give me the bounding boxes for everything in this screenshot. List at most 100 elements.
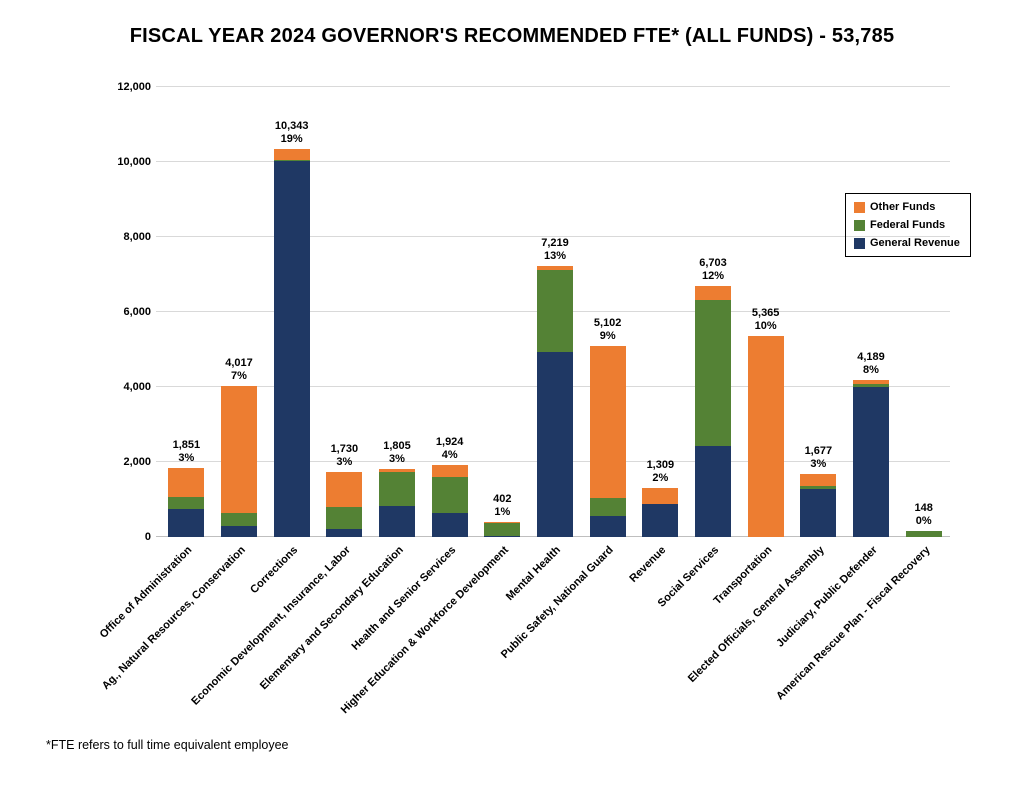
segment-general-revenue — [221, 526, 257, 537]
bar-total-label: 5,365 — [751, 306, 780, 319]
legend-item-other-funds: Other Funds — [854, 201, 960, 213]
bar-value-label: 1,851 3% — [141, 439, 231, 465]
segment-general-revenue — [379, 505, 415, 537]
bar-total-label: 7,219 — [541, 237, 569, 250]
bar-percent-label: 4% — [441, 448, 458, 461]
legend: Other Funds Federal Funds General Revenu… — [845, 193, 971, 257]
bar-total-label: 148 — [914, 502, 933, 515]
x-axis-label-health-and-senior-services: Health and Senior Services — [349, 544, 459, 653]
bar-american-rescue-plan-fiscal-recovery — [905, 531, 942, 537]
legend-item-general-revenue: General Revenue — [854, 237, 960, 249]
bar-total-label: 1,851 — [172, 438, 201, 451]
bar-public-safety-national-guard — [589, 345, 626, 537]
bar-higher-education-workforce-development — [484, 521, 521, 537]
segment-other-funds — [589, 345, 626, 498]
bar-value-label: 402 1% — [457, 493, 547, 519]
segment-other-funds — [695, 285, 731, 300]
segment-federal-funds — [695, 299, 731, 446]
legend-label: General Revenue — [870, 237, 960, 249]
bar-elected-officials-general-assembly — [800, 474, 837, 537]
segment-other-funds — [221, 386, 257, 513]
bar-total-label: 10,343 — [274, 120, 309, 133]
x-axis-label-public-safety-national-guard: Public Safety, National Guard — [499, 544, 617, 661]
bar-mental-health — [537, 266, 573, 537]
segment-other-funds — [747, 335, 784, 537]
gridline-12000 — [156, 86, 950, 87]
segment-general-revenue — [642, 504, 679, 537]
bar-ag-natural-resources-conservation — [221, 386, 257, 537]
bar-value-label: 1,805 3% — [352, 440, 442, 466]
bar-total-label: 6,703 — [699, 256, 727, 269]
bar-social-services — [695, 285, 731, 537]
bar-value-label: 1,677 3% — [773, 445, 863, 471]
bar-percent-label: 10% — [754, 319, 777, 332]
segment-general-revenue — [537, 351, 573, 537]
x-axis-label-revenue: Revenue — [627, 544, 669, 585]
y-axis-tick-label: 4,000 — [123, 381, 151, 393]
bar-transportation — [747, 335, 784, 537]
segment-general-revenue — [168, 508, 205, 537]
segment-general-revenue — [695, 445, 731, 537]
general-revenue-swatch-icon — [854, 237, 865, 249]
y-axis-tick-label: 0 — [144, 531, 151, 543]
bar-health-and-senior-services — [431, 464, 468, 537]
bar-value-label: 1,924 4% — [405, 436, 495, 462]
gridline-8000 — [156, 236, 950, 237]
bar-percent-label: 12% — [701, 269, 725, 282]
bar-revenue — [642, 487, 679, 537]
segment-other-funds — [326, 472, 363, 507]
x-axis-label-mental-health: Mental Health — [504, 544, 564, 604]
segment-general-revenue — [589, 516, 626, 537]
segment-federal-funds — [800, 486, 837, 489]
segment-other-funds — [537, 266, 573, 270]
segment-other-funds — [800, 474, 837, 486]
bar-value-label: 7,219 13% — [510, 237, 600, 263]
bar-percent-label: 3% — [336, 456, 353, 469]
bar-total-label: 1,924 — [435, 435, 464, 448]
bar-value-label: 1,730 3% — [299, 443, 389, 469]
segment-general-revenue — [431, 512, 468, 537]
segment-federal-funds — [484, 523, 521, 536]
bar-percent-label: 9% — [599, 329, 616, 342]
segment-general-revenue — [853, 387, 889, 537]
chart-title: FISCAL YEAR 2024 GOVERNOR'S RECOMMENDED … — [129, 25, 895, 47]
segment-other-funds — [431, 464, 468, 477]
y-axis-tick-label: 10,000 — [117, 156, 151, 168]
bar-value-label: 6,703 12% — [668, 257, 758, 283]
segment-other-funds — [642, 487, 679, 504]
segment-federal-funds — [168, 496, 205, 509]
segment-general-revenue — [326, 529, 363, 537]
segment-other-funds — [168, 467, 205, 497]
bar-chart-plot-area: 0 2,000 4,000 6,000 8,000 10,000 12,000 1,851 3%… — [98, 81, 950, 716]
bar-total-label: 4,017 — [225, 357, 253, 370]
bar-value-label: 4,017 7% — [194, 357, 284, 383]
bar-value-label: 5,102 9% — [563, 317, 653, 343]
segment-federal-funds — [273, 160, 310, 162]
bar-percent-label: 3% — [389, 453, 405, 466]
bar-value-label: 148 0% — [879, 502, 969, 528]
bar-total-label: 1,730 — [330, 443, 359, 456]
legend-label: Federal Funds — [870, 219, 946, 231]
bar-total-label: 1,309 — [646, 458, 675, 471]
segment-other-funds — [379, 469, 415, 473]
bar-percent-label: 3% — [178, 451, 195, 464]
segment-general-revenue — [484, 535, 521, 537]
segment-federal-funds — [589, 498, 626, 516]
bar-value-label: 5,365 10% — [721, 307, 811, 333]
footnote: *FTE refers to full time equivalent empl… — [46, 738, 289, 752]
y-axis-tick-label: 2,000 — [123, 456, 151, 468]
bar-corrections — [273, 149, 310, 537]
legend-item-federal-funds: Federal Funds — [854, 219, 960, 231]
x-axis-label-corrections: Corrections — [248, 544, 301, 597]
bar-percent-label: 0% — [915, 515, 932, 528]
bar-total-label: 5,102 — [593, 316, 622, 329]
bar-total-label: 1,805 — [383, 440, 411, 453]
bar-judiciary-public-defender — [853, 379, 889, 537]
bar-total-label: 1,677 — [804, 445, 833, 458]
segment-other-funds — [273, 149, 310, 161]
bar-elementary-and-secondary-education — [379, 469, 415, 537]
y-axis-tick-label: 12,000 — [117, 81, 151, 93]
segment-general-revenue — [800, 489, 837, 537]
x-axis-label-office-of-administration: Office of Administration — [98, 544, 195, 641]
